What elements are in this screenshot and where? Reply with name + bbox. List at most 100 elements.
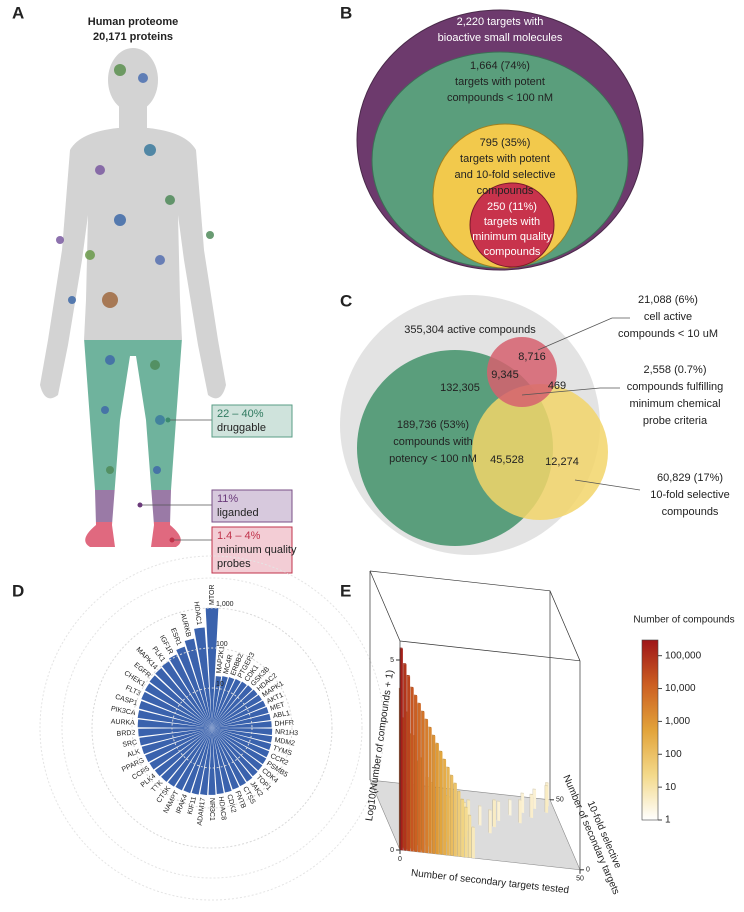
bar (442, 758, 447, 856)
bar (457, 790, 461, 857)
bar (212, 681, 247, 728)
z-tick-label: 0 (390, 847, 394, 854)
category-label: ABL1 (272, 710, 290, 720)
bar (212, 685, 253, 728)
bar (145, 728, 212, 763)
bar-front (446, 767, 450, 856)
z-tick-label: 5 (390, 657, 394, 664)
bar (212, 694, 262, 728)
bar (403, 663, 407, 851)
colorbar-tick-label: 100,000 (665, 650, 702, 661)
box-edge (369, 570, 401, 642)
bar (410, 686, 414, 852)
bar (212, 678, 241, 728)
bar (175, 728, 212, 791)
bar (212, 728, 247, 787)
category-label: SRC (122, 739, 138, 749)
bar-front (421, 711, 425, 853)
bar-top (457, 790, 461, 793)
bar-top (545, 782, 549, 784)
bar-top (529, 793, 534, 796)
bar (212, 713, 271, 728)
bar (212, 700, 266, 728)
bar-top (406, 674, 411, 677)
bar-top (421, 710, 425, 713)
bar-top (496, 800, 501, 802)
label: 45,528 (490, 454, 524, 466)
bar-front (472, 827, 475, 859)
bar-front (533, 789, 537, 809)
bar-top (518, 799, 522, 801)
circle (472, 384, 608, 520)
panel-label: B (340, 3, 352, 22)
bar (167, 728, 212, 787)
bar (205, 608, 219, 728)
bar-top (428, 726, 432, 729)
bar-top (424, 718, 429, 721)
bar (496, 800, 501, 821)
bar (529, 793, 534, 818)
bar (212, 728, 273, 735)
category-label: MET (270, 701, 287, 712)
bar-front (403, 664, 407, 851)
bar (149, 675, 212, 728)
box-edge (549, 590, 581, 661)
x-tick-label: 0 (398, 856, 402, 863)
grid-ring (131, 647, 293, 809)
x-tick-label: 50 (576, 876, 584, 883)
category-label: AURKA (111, 718, 136, 727)
category-label: MDM2 (274, 737, 296, 748)
category-label: MAP2K1 (216, 645, 226, 673)
bar-top (464, 806, 468, 809)
bar-front (468, 815, 472, 858)
bar (212, 728, 240, 790)
bar (194, 627, 212, 728)
colorbar-tick-label: 1,000 (665, 716, 690, 727)
panel-a: A Human proteome 20,171 proteins (12, 3, 297, 574)
bar (467, 814, 472, 858)
category-label: AURKB (179, 613, 192, 638)
bar (154, 728, 212, 777)
title: 20,171 proteins (93, 31, 173, 43)
bar (161, 728, 212, 782)
bar (168, 654, 212, 728)
r-tick-label: 1,000 (216, 601, 234, 608)
bar-top (466, 799, 471, 801)
bar (431, 734, 436, 854)
bar (183, 728, 212, 794)
bar-front (478, 806, 482, 826)
category-label: CDK2 (225, 794, 236, 814)
box-edge (369, 570, 551, 592)
bar (471, 826, 475, 859)
bar-front (450, 775, 454, 856)
bar-top (431, 734, 436, 737)
colorbar-tick-label: 10 (665, 782, 677, 793)
bar-front (464, 807, 468, 858)
bar (137, 710, 212, 728)
bar-top (439, 750, 443, 753)
annotation: 10-fold selective (650, 489, 730, 501)
bar (161, 661, 212, 728)
y-tick-label: 0 (586, 867, 590, 874)
label: 355,304 active compounds (404, 324, 536, 336)
bar-top (399, 647, 403, 649)
y-tick-label: 50 (556, 797, 564, 804)
label: 189,736 (53%) (397, 419, 469, 431)
annotation: compounds fulfilling (627, 381, 724, 393)
bar (478, 805, 482, 826)
bar (149, 728, 212, 770)
circle-text: targets with (484, 216, 540, 228)
bar (212, 728, 253, 782)
circle (487, 337, 557, 407)
bar (508, 798, 512, 816)
circle-text: compounds < 100 nM (447, 92, 553, 104)
circle-text: targets with potent (460, 153, 550, 165)
bar-front (428, 727, 432, 854)
bar-front (457, 791, 461, 857)
bar-top (492, 799, 496, 801)
annotation: cell active (644, 311, 692, 323)
bar (139, 728, 212, 746)
bar (453, 782, 457, 857)
bar (439, 750, 443, 855)
colorbar-tick-label: 10,000 (665, 683, 696, 694)
